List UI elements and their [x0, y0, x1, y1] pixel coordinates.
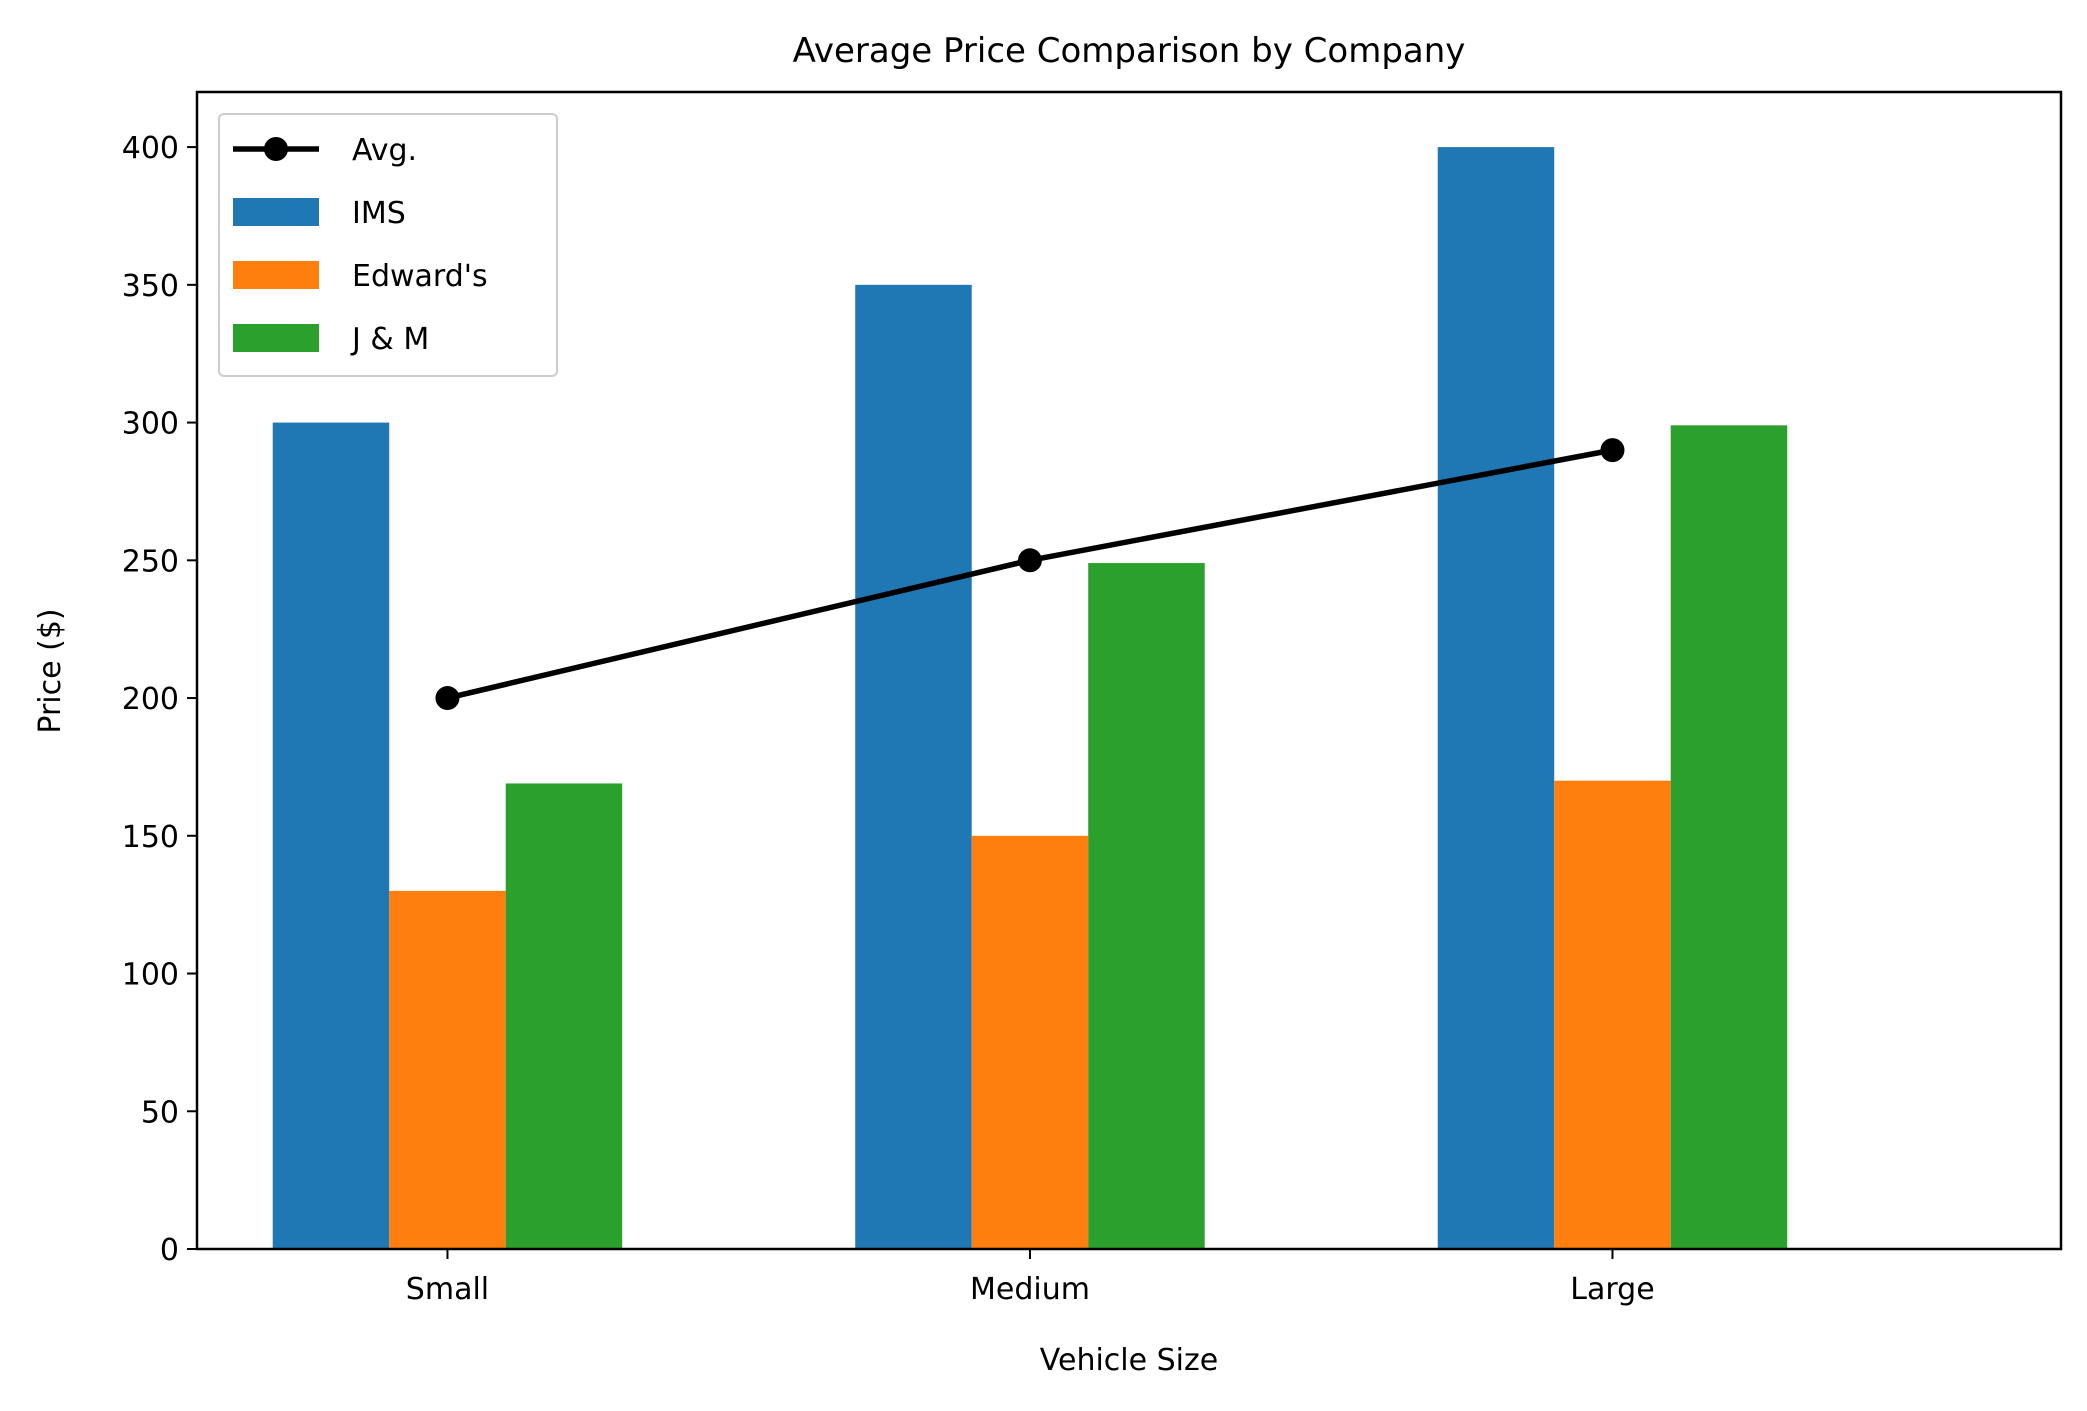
y-tick-label: 300 [122, 407, 179, 442]
avg-point-small [435, 686, 460, 711]
axes: 0 50 100 150 200 250 300 350 400 Small Medium Large [122, 131, 1655, 1307]
legend-label-j-m: J & M [350, 322, 429, 357]
plot-frame [195, 90, 2063, 1251]
legend-swatch-edward-s [233, 261, 319, 289]
legend-label-edward-s: Edward's [352, 259, 488, 294]
y-tick-label: 100 [122, 958, 179, 993]
avg-point-large [1600, 438, 1625, 463]
bar-edward-s-small [389, 890, 506, 1249]
y-tick-label: 200 [122, 682, 179, 717]
y-tick-label: 400 [122, 131, 179, 166]
bar-ims-small [272, 422, 390, 1250]
chart-title: Average Price Comparison by Company [793, 31, 1466, 71]
y-tick-label: 250 [122, 544, 179, 579]
y-axis-label: Price ($) [33, 608, 68, 733]
bar-edward-s-large [1554, 780, 1671, 1249]
x-tick-label: Large [1570, 1272, 1654, 1307]
legend-label-avg: Avg. [352, 133, 417, 168]
plot-area [272, 147, 1788, 1250]
bar-edward-s-medium [971, 835, 1089, 1249]
legend-marker-avg [264, 137, 288, 161]
y-tick-label: 0 [160, 1233, 179, 1268]
bar-ims-large [1437, 147, 1555, 1250]
legend-swatch-j-m [233, 324, 319, 352]
x-tick-label: Small [406, 1272, 489, 1307]
legend-box [218, 113, 558, 377]
bar-j-m-small [505, 783, 623, 1249]
bar-ims-medium [855, 284, 972, 1249]
y-tick-label: 350 [122, 269, 179, 304]
x-axis-label: Vehicle Size [1040, 1343, 1218, 1378]
y-tick-label: 50 [141, 1095, 179, 1130]
y-tick-label: 150 [122, 820, 179, 855]
avg-point-medium [1017, 548, 1042, 573]
bar-j-m-medium [1088, 563, 1205, 1249]
bar-j-m-large [1670, 425, 1788, 1250]
x-tick-label: Medium [970, 1272, 1090, 1307]
legend: Avg. IMS Edward's J & M [218, 113, 558, 377]
legend-swatch-ims [233, 198, 319, 226]
legend-label-ims: IMS [352, 196, 406, 231]
